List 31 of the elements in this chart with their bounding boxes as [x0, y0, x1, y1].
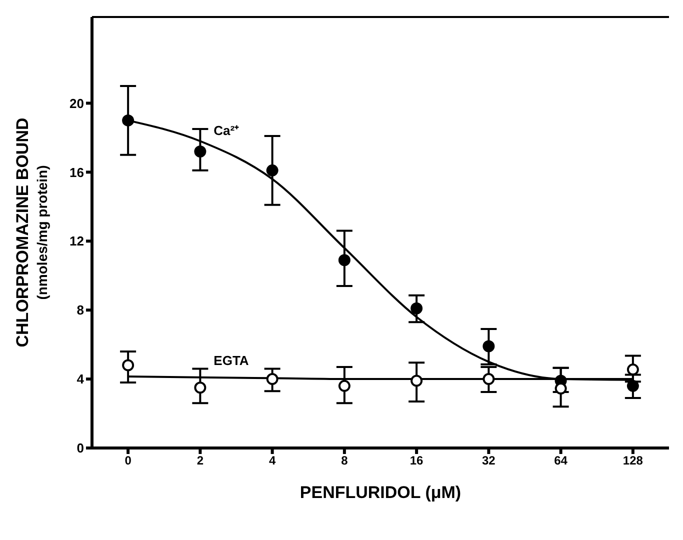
point	[122, 359, 134, 372]
point	[410, 374, 423, 387]
point	[338, 380, 350, 392]
x-tick-label: 32	[482, 454, 496, 468]
x-tick-label: 128	[622, 454, 644, 468]
series-label: Ca²⁺	[214, 122, 240, 138]
x-tick-label: 16	[410, 454, 424, 468]
point	[482, 373, 495, 386]
x-tick-label: 8	[341, 454, 348, 468]
y-tick-label: 0	[76, 440, 84, 456]
x-tick-label: 2	[196, 454, 204, 468]
point	[482, 340, 495, 352]
x-tick-label: 64	[554, 454, 568, 468]
x-tick-label: 0	[124, 454, 132, 468]
point	[266, 164, 278, 176]
y-tick-label: 16	[70, 164, 84, 180]
point	[626, 380, 639, 392]
series-label: EGTA	[214, 353, 250, 368]
point	[122, 114, 134, 126]
point	[410, 302, 423, 314]
point	[194, 145, 206, 158]
y-axis-title: CHLORPROMAZINE BOUND (nmoles/mg protein)	[13, 118, 50, 348]
y-tick-label: 4	[76, 372, 85, 387]
y-tick-label: 8	[76, 302, 84, 318]
point	[266, 373, 278, 386]
x-tick-label: 4	[268, 454, 276, 468]
point	[338, 254, 350, 266]
y-tick-label: 20	[70, 96, 84, 111]
x-axis-title: PENFLURIDOL (μM)	[300, 483, 462, 502]
y-tick-label: 12	[70, 234, 84, 249]
point	[194, 382, 206, 394]
